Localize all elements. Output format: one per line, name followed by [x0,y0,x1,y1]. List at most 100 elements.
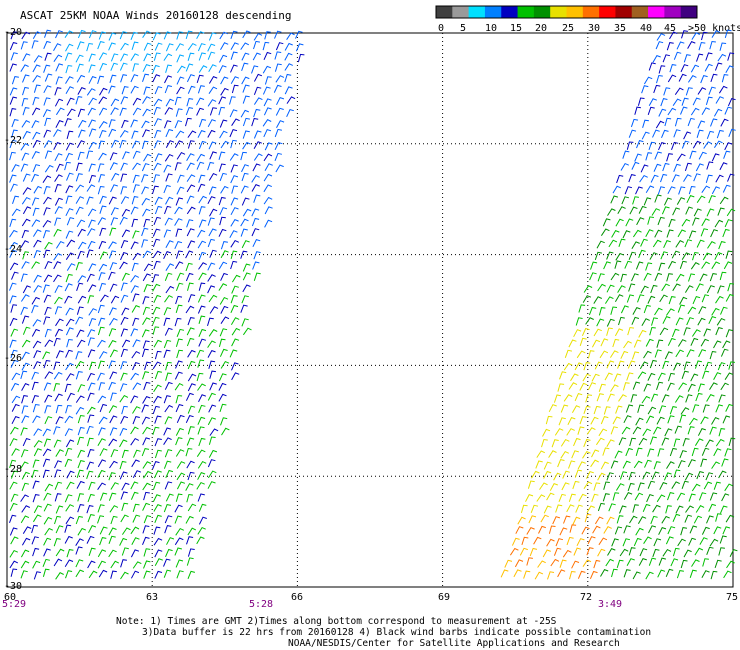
wind-barb [31,305,39,314]
wind-barb [700,458,707,467]
wind-barb [163,339,172,349]
wind-barb [715,174,724,183]
wind-barb [187,426,195,435]
wind-barb [55,76,63,85]
wind-barb [65,64,73,74]
wind-barb [207,392,216,401]
wind-barb [108,438,118,447]
wind-barb [65,230,74,239]
wind-barb [187,503,197,512]
wind-barb [174,537,184,546]
wind-barb [705,52,713,61]
wind-barb [119,129,129,138]
wind-barb [186,337,195,347]
wind-barb [44,260,53,270]
wind-barb [666,229,674,238]
wind-barb [643,197,652,206]
wind-barb [55,416,64,425]
wind-barb [701,294,710,303]
wind-barb [198,437,206,447]
wind-barb [75,96,83,105]
wind-barb [77,151,85,161]
wind-barb [130,549,140,558]
wind-barb [132,107,142,116]
wind-barb [132,317,140,327]
wind-barb [142,129,150,138]
wind-barb [641,395,651,404]
wind-barb [76,339,86,348]
wind-barb [632,426,642,435]
wind-barb [586,470,594,479]
wind-barb [209,428,219,436]
wind-barb [10,426,19,435]
wind-barb [700,338,709,347]
wind-barb [604,372,613,381]
wind-barb [513,569,522,578]
wind-barb [9,438,18,447]
wind-barb [629,515,638,524]
wind-barb [242,208,252,217]
wind-barb [152,283,161,292]
wind-barb [55,350,64,359]
wind-barb [242,117,250,127]
wind-barb [132,470,141,478]
wind-barb [725,329,734,338]
wind-barb [667,337,676,346]
wind-barb [120,361,128,370]
wind-barb [603,261,611,270]
wind-barb [207,481,216,489]
wind-barb [558,493,567,502]
wind-barb [109,460,118,469]
wind-barb [120,196,130,204]
wind-barb [53,43,62,52]
wind-barb [11,129,18,138]
wind-barb [207,417,216,426]
wind-barb [176,151,186,160]
wind-barb [99,537,107,546]
wind-barb [552,516,561,525]
wind-barb [662,162,670,172]
wind-barb [110,515,118,525]
wind-barb [22,326,31,335]
wind-barb [185,515,194,524]
wind-barb [110,295,120,304]
wind-barb [264,219,273,228]
wind-barb [99,205,107,214]
wind-barb [198,394,207,403]
wind-barb [31,469,39,479]
wind-barb [656,74,663,84]
wind-barb [262,86,271,95]
wind-barb [219,348,228,357]
wind-barb [651,208,661,216]
wind-barb [21,31,30,40]
wind-barb [696,53,704,62]
wind-barb [165,129,174,138]
wind-barb [626,558,635,566]
wind-barb [77,108,85,117]
wind-barb [717,285,725,294]
wind-barb [175,427,184,436]
wind-barb [11,372,21,381]
wind-barb [196,153,205,162]
wind-barb [706,208,715,217]
wind-barb [677,460,686,469]
wind-barb [186,536,194,545]
wind-barb [511,537,520,546]
wind-barb [21,120,31,128]
wind-barb [141,174,149,183]
wind-barb [635,186,643,195]
wind-barb [154,370,163,380]
wind-barb [709,273,717,282]
wind-barb [691,559,700,567]
wind-barb [641,131,650,140]
wind-barb [176,570,184,579]
wind-barb [10,304,18,313]
wind-barb [77,493,84,502]
wind-barb [664,428,673,437]
wind-barb [577,570,586,579]
wind-barb [44,164,54,173]
wind-barb [719,271,727,281]
wind-barb [119,537,128,546]
wind-barb [86,273,95,282]
wind-barb [163,184,171,194]
